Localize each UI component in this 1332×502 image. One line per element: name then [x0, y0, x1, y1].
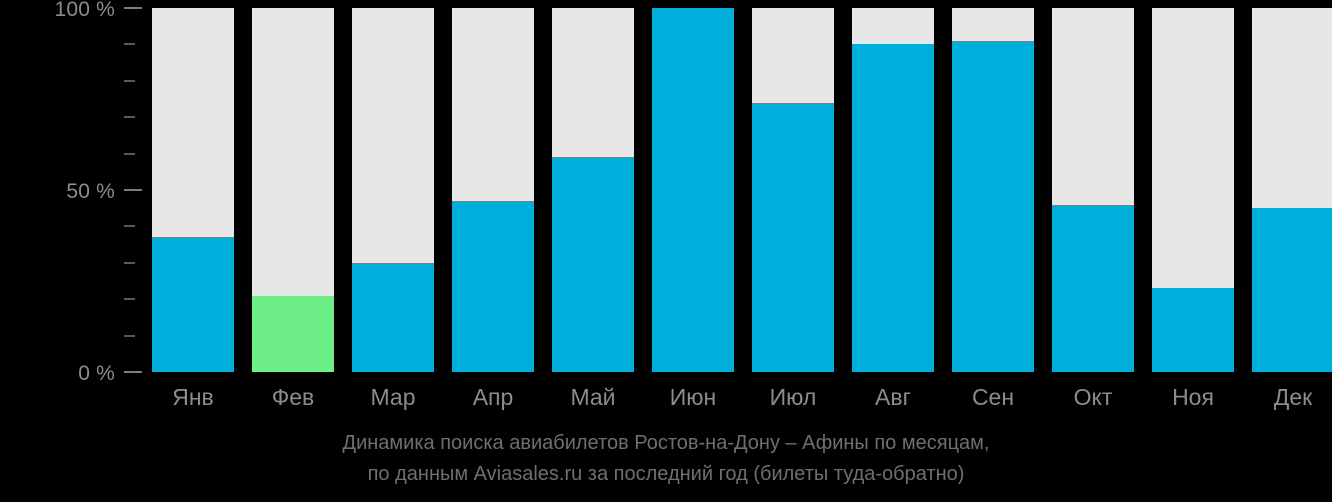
bar-column[interactable] — [752, 0, 834, 372]
bar-column[interactable] — [452, 0, 534, 372]
bar-track — [1252, 8, 1332, 372]
bar-column[interactable] — [852, 0, 934, 372]
y-axis-tick-label: 0 % — [78, 361, 115, 385]
y-axis-tick-mark — [124, 298, 135, 301]
bar-track — [952, 8, 1034, 372]
bar-track — [452, 8, 534, 372]
bar-track — [652, 8, 734, 372]
chart-caption: Динамика поиска авиабилетов Ростов-на-До… — [0, 428, 1332, 490]
y-axis-tick-label: 50 % — [66, 179, 115, 203]
x-axis-tick-label: Май — [570, 384, 616, 410]
bar-fill-highlighted — [252, 295, 334, 372]
x-axis-labels: Янв Фев Мар Апр Май Июн Июл Авг Сен Окт Ноя Дек — [152, 380, 1332, 420]
y-axis-tick-mark — [124, 189, 142, 191]
y-axis-tick-mark — [124, 43, 135, 46]
y-axis-tick-mark — [124, 79, 135, 82]
bar-fill — [452, 200, 534, 372]
bar-track — [1052, 8, 1134, 372]
bar-column[interactable] — [1252, 0, 1332, 372]
x-axis-tick-label: Сен — [971, 384, 1015, 410]
bar-track — [152, 8, 234, 372]
bar-fill — [852, 44, 934, 372]
bar-column[interactable] — [252, 0, 334, 372]
x-axis-tick-label: Июл — [769, 384, 817, 410]
bar-column[interactable] — [352, 0, 434, 372]
bar-fill — [1152, 288, 1234, 372]
caption-line-1: Динамика поиска авиабилетов Ростов-на-До… — [342, 432, 990, 454]
y-axis-tick-label: 100 % — [54, 0, 115, 21]
y-axis-tick-mark — [124, 334, 135, 337]
x-axis-tick-label: Авг — [875, 384, 911, 410]
bar-column[interactable] — [552, 0, 634, 372]
bar-fill — [552, 157, 634, 372]
y-axis-tick-mark — [124, 152, 135, 155]
x-axis-tick-label: Окт — [1073, 384, 1113, 410]
y-axis-tick-mark — [124, 225, 135, 228]
y-axis-tick-mark — [124, 261, 135, 264]
bar-series — [152, 0, 1332, 380]
bar-track — [352, 8, 434, 372]
bar-column[interactable] — [1052, 0, 1134, 372]
y-axis-tick-mark — [124, 116, 135, 119]
y-axis: 100 % 50 % 0 % — [0, 0, 152, 384]
bar-fill — [152, 237, 234, 372]
bar-fill — [1052, 204, 1134, 372]
bar-track — [552, 8, 634, 372]
bar-track — [852, 8, 934, 372]
x-axis-tick-label: Ноя — [1172, 384, 1214, 410]
x-axis-tick-label: Дек — [1273, 384, 1313, 410]
bar-track — [252, 8, 334, 372]
x-axis-tick-label: Апр — [472, 384, 514, 410]
bar-fill — [652, 8, 734, 372]
bar-column[interactable] — [652, 0, 734, 372]
y-axis-tick-mark — [124, 7, 142, 9]
bar-column[interactable] — [1152, 0, 1234, 372]
bar-fill — [1252, 208, 1332, 372]
plot-area: 100 % 50 % 0 % — [0, 0, 1332, 384]
bar-track — [1152, 8, 1234, 372]
bar-column[interactable] — [152, 0, 234, 372]
x-axis-tick-label: Июн — [669, 384, 717, 410]
bar-track — [752, 8, 834, 372]
bar-fill — [752, 102, 834, 372]
x-axis-tick-label: Янв — [172, 384, 214, 410]
x-axis-tick-label: Мар — [370, 384, 416, 410]
x-axis-tick-label: Фев — [271, 384, 315, 410]
bar-fill — [352, 262, 434, 372]
y-axis-tick-mark — [124, 371, 142, 373]
caption-line-2: по данным Aviasales.ru за последний год … — [367, 463, 965, 485]
bar-column[interactable] — [952, 0, 1034, 372]
bar-fill — [952, 40, 1034, 372]
